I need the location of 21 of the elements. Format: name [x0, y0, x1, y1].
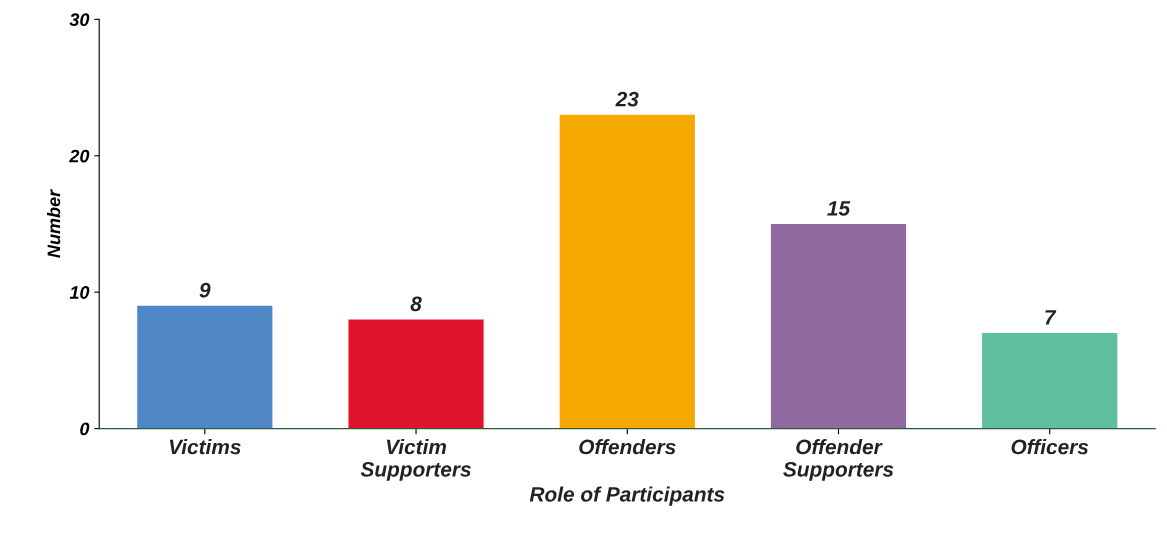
- data-label: 7: [1045, 310, 1057, 325]
- bar: [137, 305, 273, 429]
- bar: [982, 333, 1118, 429]
- y-tick-label: 30: [69, 13, 90, 27]
- x-tick-label: Victim Supporters: [360, 438, 471, 481]
- y-tick-label: 10: [69, 286, 90, 299]
- data-label: 9: [199, 282, 211, 298]
- data-label: 23: [615, 91, 639, 107]
- y-tick-label: 20: [69, 149, 90, 163]
- x-tick-label: Offender Supporters: [783, 438, 894, 481]
- x-tick-label: Officers: [1011, 438, 1089, 455]
- y-tick-label: 0: [80, 422, 90, 436]
- x-tick-label: Victims: [169, 438, 241, 455]
- bar: [770, 223, 907, 429]
- bar: [559, 114, 695, 429]
- data-label: 8: [410, 296, 422, 312]
- y-axis-title: Number: [47, 189, 61, 258]
- x-tick-label: Offenders: [579, 438, 676, 455]
- bar: [348, 319, 484, 429]
- x-axis-title: Role of Participants: [529, 486, 725, 506]
- data-label: 15: [827, 201, 851, 216]
